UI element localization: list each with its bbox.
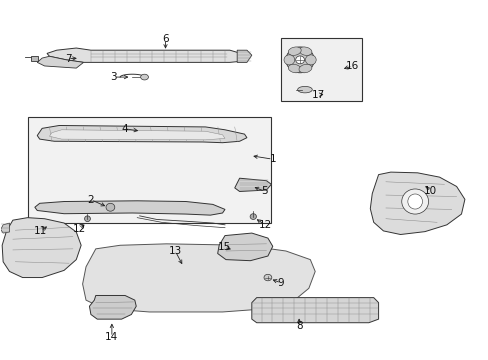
Ellipse shape	[407, 194, 422, 209]
Text: 7: 7	[64, 54, 71, 64]
Text: 3: 3	[110, 72, 117, 82]
Ellipse shape	[305, 55, 316, 65]
Text: 15: 15	[217, 242, 230, 252]
Ellipse shape	[141, 74, 148, 80]
Text: 8: 8	[295, 321, 302, 331]
Polygon shape	[217, 233, 272, 261]
Ellipse shape	[297, 86, 312, 93]
Text: 12: 12	[258, 220, 271, 230]
Text: 13: 13	[168, 246, 182, 256]
Ellipse shape	[298, 47, 311, 55]
Ellipse shape	[284, 55, 294, 65]
Ellipse shape	[106, 203, 115, 211]
Ellipse shape	[287, 64, 301, 73]
Bar	[281, 39, 361, 101]
Text: 1: 1	[269, 154, 276, 164]
Polygon shape	[369, 172, 464, 234]
Text: 17: 17	[311, 90, 325, 100]
Polygon shape	[251, 298, 378, 323]
Polygon shape	[237, 50, 251, 62]
Polygon shape	[49, 130, 224, 140]
Ellipse shape	[401, 189, 427, 214]
Ellipse shape	[84, 216, 90, 222]
Text: 5: 5	[261, 186, 268, 197]
Polygon shape	[0, 223, 9, 233]
Bar	[27, 117, 271, 223]
Ellipse shape	[249, 214, 256, 220]
Ellipse shape	[295, 56, 304, 64]
Text: 9: 9	[277, 278, 284, 288]
Text: 10: 10	[423, 186, 436, 197]
Ellipse shape	[285, 47, 314, 73]
Text: 12: 12	[73, 225, 86, 234]
Polygon shape	[37, 126, 246, 143]
Polygon shape	[35, 201, 224, 215]
Text: 6: 6	[162, 35, 168, 44]
Polygon shape	[2, 218, 81, 278]
Ellipse shape	[287, 47, 301, 55]
Ellipse shape	[298, 64, 311, 73]
Polygon shape	[37, 56, 83, 68]
Text: 11: 11	[34, 226, 47, 236]
Text: 4: 4	[121, 124, 127, 134]
Polygon shape	[82, 244, 315, 312]
Bar	[31, 55, 38, 60]
Text: 16: 16	[346, 61, 359, 71]
Polygon shape	[234, 178, 271, 192]
Text: 14: 14	[105, 332, 118, 342]
Ellipse shape	[264, 274, 271, 281]
Polygon shape	[47, 48, 244, 62]
Polygon shape	[89, 296, 136, 319]
Text: 2: 2	[87, 195, 94, 205]
